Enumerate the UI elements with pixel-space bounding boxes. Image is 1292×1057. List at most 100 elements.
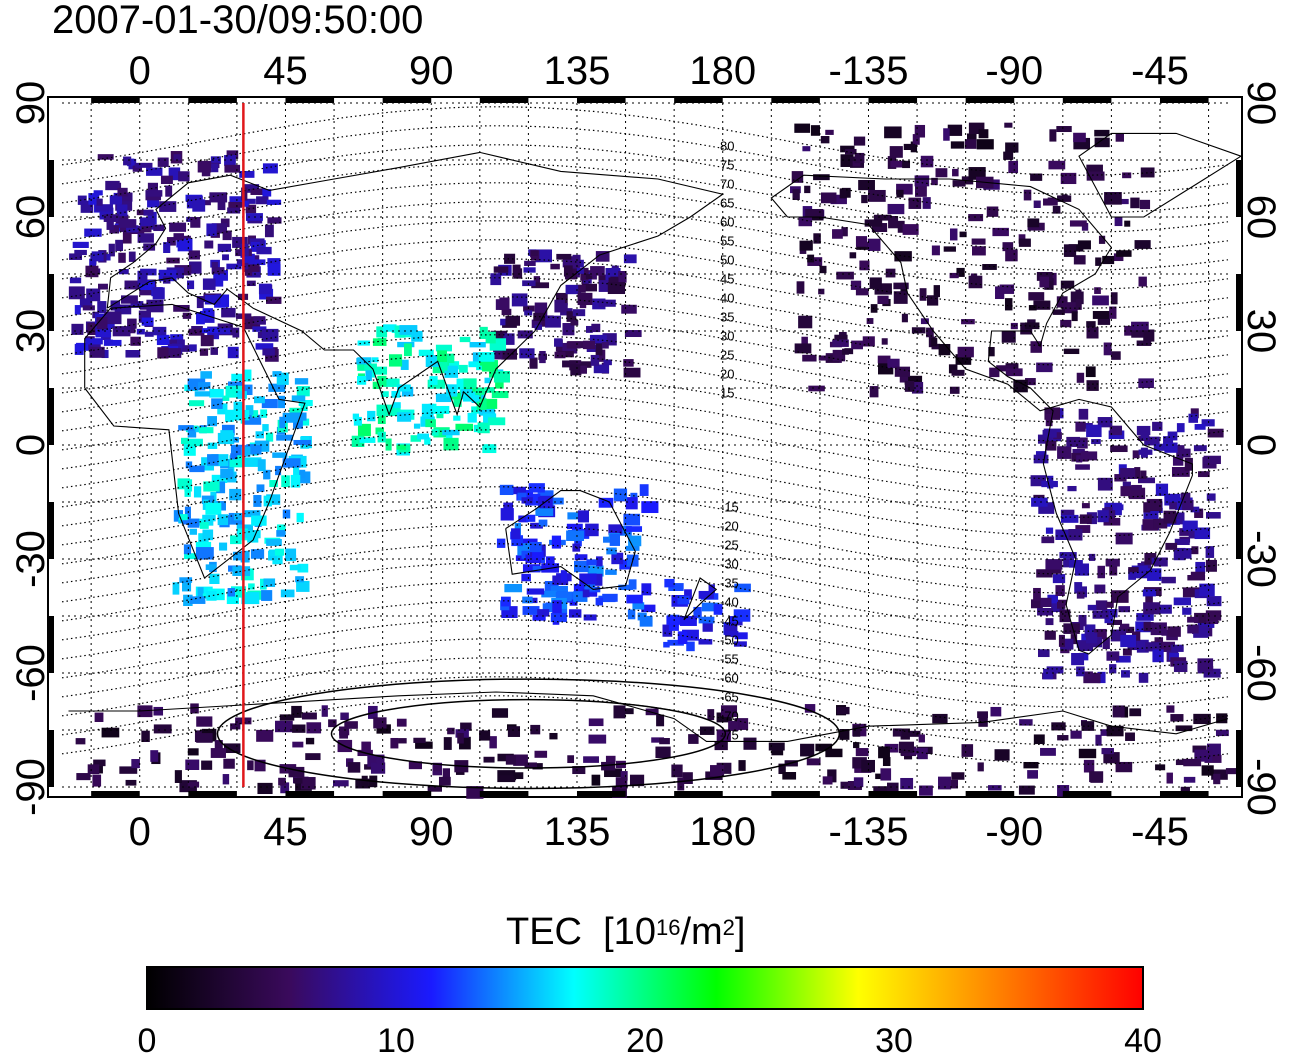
tec-cell xyxy=(437,350,447,363)
tec-cell xyxy=(253,495,262,507)
mag-contour xyxy=(61,315,1229,385)
tec-cell xyxy=(285,548,297,560)
tec-cell xyxy=(1019,719,1033,726)
tec-cell xyxy=(246,280,256,287)
tec-cell xyxy=(1193,445,1207,452)
tec-cell xyxy=(1136,613,1154,621)
tec-cell xyxy=(1089,771,1104,783)
tec-cell xyxy=(606,547,617,555)
tec-cell xyxy=(698,616,715,624)
tec-cell xyxy=(226,263,242,270)
tec-cell xyxy=(1041,536,1055,544)
tec-cell xyxy=(242,262,249,270)
tec-cell xyxy=(225,409,234,422)
tec-cell xyxy=(243,184,260,193)
right-lat-label: 0 xyxy=(1239,434,1283,456)
tec-cell xyxy=(1027,319,1036,325)
tec-cell xyxy=(500,596,511,607)
tec-cell xyxy=(1143,329,1155,342)
tec-cell xyxy=(1147,568,1162,581)
tec-cell xyxy=(183,544,192,555)
tec-cell xyxy=(971,238,986,245)
tec-cell xyxy=(425,419,436,428)
tec-cell xyxy=(260,409,268,418)
tec-cell xyxy=(714,741,728,751)
tec-cell xyxy=(71,323,84,335)
tec-cell xyxy=(239,170,255,178)
tec-cell xyxy=(1128,568,1136,580)
tec-cell xyxy=(98,283,108,290)
tec-cell xyxy=(931,245,940,256)
border-tick-top xyxy=(1062,97,1112,103)
tec-cell xyxy=(583,756,599,763)
tec-cell xyxy=(1152,649,1164,663)
tec-cell xyxy=(596,556,603,567)
tec-cell xyxy=(933,285,940,298)
tec-cell xyxy=(926,327,934,338)
tec-cell xyxy=(1069,560,1083,568)
tec-cell xyxy=(132,165,143,172)
tec-cell xyxy=(641,501,659,514)
tec-cell xyxy=(623,254,637,264)
tec-cell xyxy=(263,469,271,480)
tec-cell xyxy=(1116,198,1129,205)
tec-cell xyxy=(187,280,195,290)
tec-cell xyxy=(109,195,122,205)
tec-cell xyxy=(211,474,228,483)
tec-cell xyxy=(1067,485,1077,492)
tec-cell xyxy=(884,126,902,139)
tec-cell xyxy=(541,590,557,598)
tec-cell xyxy=(482,398,498,409)
tec-cell xyxy=(1030,341,1042,353)
tec-cell xyxy=(501,308,512,316)
tec-cell xyxy=(300,777,316,790)
tec-cell xyxy=(158,269,177,282)
tec-cell xyxy=(585,273,593,279)
tec-cell xyxy=(1063,623,1080,634)
tec-cell xyxy=(225,385,243,398)
tec-cell xyxy=(282,412,301,423)
tec-cell xyxy=(1069,220,1087,227)
border-tick-left xyxy=(48,388,54,445)
tec-cell xyxy=(1190,571,1205,579)
tec-cell xyxy=(1077,640,1094,652)
tec-cell xyxy=(613,705,626,719)
tec-cell xyxy=(1056,126,1072,133)
tec-cell xyxy=(738,760,746,771)
tec-cell xyxy=(1140,470,1147,479)
tec-cell xyxy=(1169,652,1179,661)
tec-cell xyxy=(77,195,87,205)
border-tick-left xyxy=(48,616,54,673)
tec-cell xyxy=(839,188,847,199)
tec-cell xyxy=(96,317,108,330)
tec-cell xyxy=(194,391,211,397)
tec-cell xyxy=(1143,602,1161,615)
tec-cell xyxy=(534,324,543,330)
tec-cell xyxy=(1122,481,1131,488)
tec-cell xyxy=(117,187,128,197)
tec-cell xyxy=(1052,574,1066,584)
tec-cell xyxy=(822,776,833,785)
tec-cell xyxy=(728,720,739,731)
tec-cell xyxy=(1075,297,1082,310)
tec-cell xyxy=(87,764,100,775)
tec-cell xyxy=(396,384,411,392)
tec-cell xyxy=(122,230,132,244)
tec-cell xyxy=(1136,340,1152,346)
mag-contour xyxy=(61,296,1229,366)
tec-cell xyxy=(590,354,600,366)
tec-cell xyxy=(260,578,267,590)
tec-cell xyxy=(361,775,368,788)
tec-cell xyxy=(200,335,214,347)
tec-cell xyxy=(328,719,337,728)
tec-cell xyxy=(626,594,643,604)
tec-cell xyxy=(193,486,202,498)
tec-cell xyxy=(987,785,1002,791)
tec-cell xyxy=(662,624,673,637)
tec-cell xyxy=(579,302,587,309)
tec-cell xyxy=(898,741,914,754)
tec-cell xyxy=(807,257,823,266)
tec-cell xyxy=(203,481,220,492)
tec-cell xyxy=(103,214,120,222)
tec-cell xyxy=(264,224,274,238)
